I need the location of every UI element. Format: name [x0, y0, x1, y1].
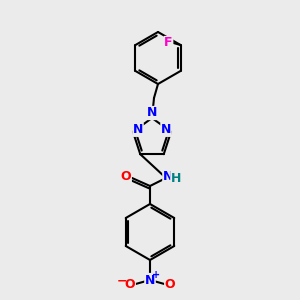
Text: O: O: [121, 169, 131, 182]
Text: N: N: [147, 106, 157, 119]
Text: N: N: [163, 169, 173, 182]
Text: +: +: [152, 270, 160, 280]
Text: F: F: [164, 37, 173, 50]
Text: O: O: [125, 278, 135, 292]
Text: H: H: [171, 172, 181, 184]
Text: −: −: [117, 274, 127, 287]
Text: N: N: [133, 123, 143, 136]
Text: N: N: [161, 123, 171, 136]
Text: O: O: [165, 278, 175, 292]
Text: N: N: [145, 274, 155, 286]
